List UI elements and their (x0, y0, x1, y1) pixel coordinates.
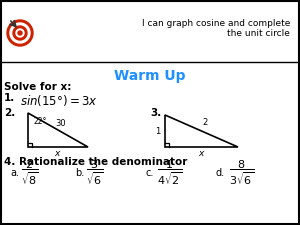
Text: I can graph cosine and complete: I can graph cosine and complete (142, 19, 290, 28)
Text: $x$: $x$ (198, 149, 205, 158)
Circle shape (16, 29, 24, 37)
Text: $\dfrac{3}{\sqrt{6}}$: $\dfrac{3}{\sqrt{6}}$ (86, 159, 104, 187)
Text: a.: a. (10, 168, 19, 178)
Text: 4. Rationalize the denominator: 4. Rationalize the denominator (4, 157, 188, 167)
Text: $x$: $x$ (54, 149, 62, 158)
Circle shape (10, 23, 30, 43)
Text: d.: d. (215, 168, 224, 178)
Text: b.: b. (75, 168, 84, 178)
Text: 22°: 22° (33, 117, 46, 126)
Text: $\dfrac{1}{4\sqrt{2}}$: $\dfrac{1}{4\sqrt{2}}$ (158, 159, 182, 187)
Text: $\dfrac{8}{3\sqrt{6}}$: $\dfrac{8}{3\sqrt{6}}$ (230, 159, 254, 187)
Text: Solve for x:: Solve for x: (4, 82, 71, 92)
Text: $\dfrac{2}{\sqrt{8}}$: $\dfrac{2}{\sqrt{8}}$ (21, 159, 39, 187)
Text: 30: 30 (56, 119, 66, 128)
Text: c.: c. (145, 168, 153, 178)
Text: 2.: 2. (4, 108, 15, 118)
Text: 2: 2 (203, 118, 208, 127)
Text: the unit circle: the unit circle (227, 29, 290, 38)
Text: 1: 1 (155, 126, 160, 135)
Text: $\mathit{sin}(15°) = 3x$: $\mathit{sin}(15°) = 3x$ (20, 93, 98, 108)
Text: 1.: 1. (4, 93, 15, 103)
Circle shape (13, 26, 27, 40)
Text: Warm Up: Warm Up (114, 69, 186, 83)
Circle shape (18, 31, 22, 35)
Circle shape (7, 20, 33, 46)
Text: 3.: 3. (150, 108, 161, 118)
